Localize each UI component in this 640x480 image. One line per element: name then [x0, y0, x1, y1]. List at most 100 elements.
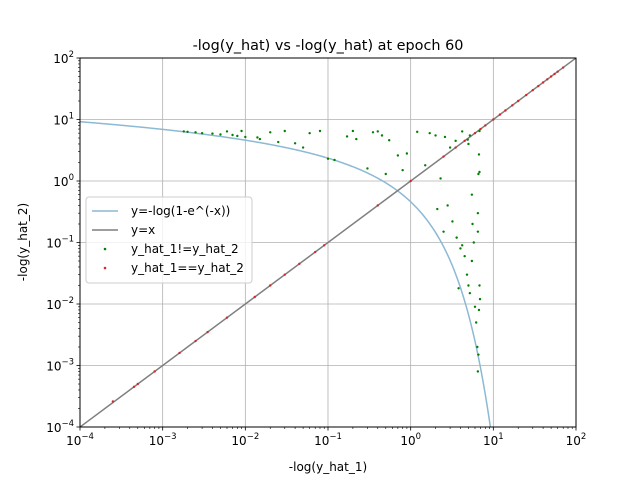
scatter-point-series-3	[537, 84, 540, 88]
legend-handle	[103, 247, 107, 251]
plot-area	[80, 58, 576, 427]
chart-title: -log(y_hat) vs -log(y_hat) at epoch 60	[193, 38, 464, 54]
scatter-point-series-2	[466, 138, 469, 141]
scatter-point-series-2	[459, 247, 462, 250]
x-tick-label: 101	[483, 432, 504, 448]
legend-entry: y_hat_1==y_hat_2	[131, 261, 244, 275]
scatter-point-series-2	[477, 172, 480, 176]
scatter-point-series-3	[111, 400, 115, 403]
scatter-point-series-3	[473, 131, 477, 135]
scatter-point-series-3	[561, 66, 565, 69]
scatter-point-series-3	[541, 81, 545, 84]
scatter-point-series-2	[451, 220, 454, 223]
y-axis-label: -log(y_hat_2)	[16, 203, 30, 281]
scatter-point-series-3	[492, 118, 495, 121]
scatter-point-series-2	[478, 284, 481, 287]
scatter-point-series-2	[308, 131, 311, 135]
series-line-curve	[80, 120, 492, 427]
scatter-point-series-3	[136, 382, 139, 386]
x-tick-label: 10−4	[66, 432, 94, 448]
scatter-point-series-2	[376, 130, 379, 133]
scatter-point-series-2	[470, 193, 474, 196]
scatter-point-series-2	[416, 130, 419, 134]
scatter-point-series-2	[471, 222, 474, 226]
scatter-point-series-2	[463, 254, 466, 258]
scatter-point-series-2	[476, 370, 480, 373]
x-axis-label: -log(y_hat_1)	[289, 460, 367, 474]
scatter-point-series-3	[313, 250, 317, 254]
scatter-point-series-3	[442, 155, 445, 158]
scatter-point-series-2	[439, 177, 442, 180]
scatter-point-series-3	[517, 99, 520, 103]
scatter-point-series-3	[298, 262, 301, 266]
scatter-point-series-2	[384, 172, 387, 176]
scatter-point-series-2	[318, 129, 322, 133]
legend: y=-log(1-e^(-x)) y=x y_hat_1!=y_hat_2 y_hat…	[85, 196, 253, 284]
scatter-point-series-2	[333, 158, 336, 162]
scatter-point-series-2	[258, 137, 262, 141]
scatter-point-series-2	[478, 297, 482, 301]
scatter-point-series-3	[525, 93, 528, 97]
scatter-point-series-3	[504, 109, 507, 112]
x-tick-label: 102	[566, 432, 587, 448]
x-tick-label: 10−2	[231, 432, 259, 448]
scatter-point-series-2	[468, 134, 472, 137]
x-tick-label: 10−3	[149, 432, 177, 448]
scatter-point-series-3	[531, 88, 534, 92]
scatter-point-series-2	[478, 129, 481, 133]
scatter-point-series-3	[323, 244, 326, 247]
scatter-point-series-3	[283, 273, 286, 276]
legend-handle	[103, 266, 107, 270]
y-tick-label: 10−1	[46, 235, 74, 251]
scatter-point-series-3	[132, 385, 136, 389]
scatter-point-series-3	[253, 295, 256, 299]
scatter-point-series-2	[293, 142, 297, 145]
scatter-point-series-3	[556, 70, 559, 73]
scatter-point-series-2	[476, 345, 479, 349]
scatter-point-series-3	[206, 330, 209, 334]
scatter-point-series-2	[244, 135, 247, 139]
scatter-point-series-2	[231, 133, 234, 137]
y-tick-label: 10−3	[46, 358, 74, 374]
scatter-point-series-2	[211, 132, 214, 135]
scatter-point-series-2	[283, 129, 286, 133]
scatter-point-series-2	[355, 137, 358, 141]
scatter-point-series-2	[396, 154, 400, 157]
scatter-point-series-2	[434, 134, 437, 137]
scatter-point-series-3	[498, 113, 502, 116]
x-tick-label: 100	[400, 432, 421, 448]
scatter-point-series-2	[467, 142, 470, 146]
scatter-point-series-3	[178, 351, 181, 355]
scatter-point-series-2	[236, 134, 239, 138]
scatter-point-series-3	[225, 316, 229, 319]
legend-box	[85, 196, 253, 284]
scatter-point-series-2	[468, 291, 472, 295]
scatter-point-series-2	[301, 146, 305, 149]
scatter-point-series-2	[428, 131, 431, 135]
scatter-point-series-3	[479, 127, 482, 131]
scatter-point-series-3	[546, 78, 549, 81]
scatter-point-series-3	[454, 146, 457, 149]
scatter-point-series-2	[478, 170, 481, 174]
scatter-point-series-3	[269, 284, 272, 287]
scatter-point-series-2	[351, 129, 355, 133]
scatter-point-series-2	[186, 130, 189, 134]
scatter-point-series-3	[549, 75, 553, 78]
scatter-point-series-2	[182, 130, 185, 133]
scatter-point-series-2	[472, 241, 475, 244]
scatter-point-series-3	[194, 339, 197, 343]
scatter-point-series-2	[467, 284, 470, 287]
scatter-point-series-3	[463, 139, 466, 143]
y-tick-label: 102	[53, 50, 74, 66]
scatter-point-series-2	[345, 135, 349, 138]
scatter-point-series-3	[511, 104, 514, 107]
scatter-point-series-3	[553, 72, 556, 76]
scatter-point-series-2	[446, 204, 449, 207]
scatter-point-series-2	[424, 164, 427, 167]
scatter-point-series-2	[194, 131, 197, 134]
scatter-point-series-2	[269, 131, 272, 134]
legend-entry: y=-log(1-e^(-x))	[131, 204, 230, 218]
scatter-point-series-2	[225, 130, 229, 133]
y-tick-label: 100	[53, 173, 74, 189]
x-tick-label: 10−1	[314, 432, 342, 448]
